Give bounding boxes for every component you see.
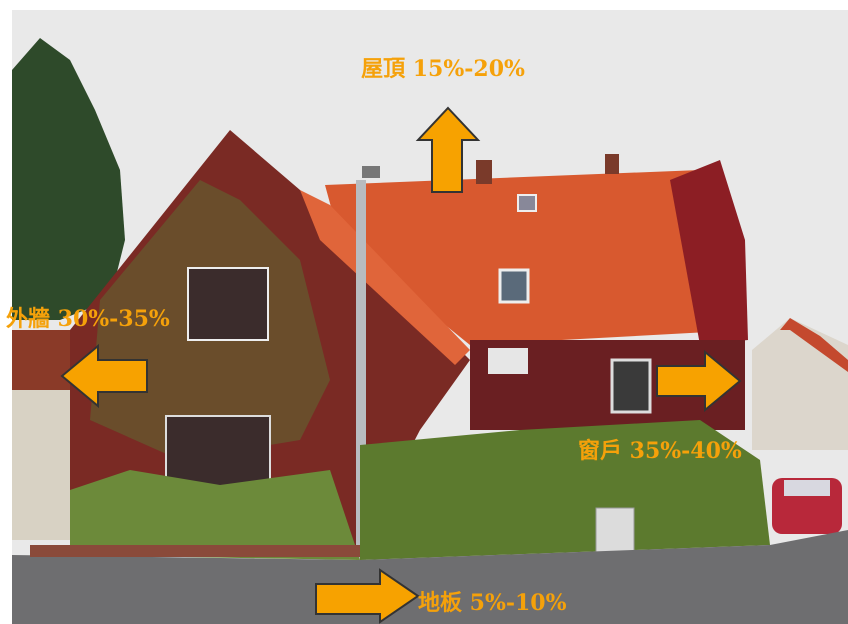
skylight: [517, 194, 537, 212]
arrow-left: [60, 343, 148, 409]
wall-label: 外牆 30%-35%: [6, 306, 170, 332]
neighbor-roof: [780, 318, 848, 372]
bushes: [70, 470, 360, 560]
chimney: [476, 160, 492, 184]
shed: [12, 380, 72, 540]
roof-label: 屋頂 15%-20%: [361, 56, 525, 82]
arrow-right: [315, 568, 420, 624]
tree: [12, 38, 125, 320]
photo: [12, 10, 848, 624]
road: [12, 530, 848, 624]
lamp: [362, 166, 380, 178]
gable-roof: [300, 190, 470, 365]
lamp-post: [356, 180, 366, 570]
window: [610, 358, 652, 414]
chimney: [605, 154, 619, 174]
hedge: [360, 420, 770, 560]
shed-roof: [12, 330, 72, 390]
floor-label: 地板 5%-10%: [418, 590, 567, 616]
arrow-up: [415, 106, 481, 193]
window: [187, 267, 269, 341]
skylight: [498, 268, 530, 304]
curb: [30, 545, 360, 557]
ivy-roof: [670, 160, 748, 345]
window: [488, 348, 528, 374]
arrow-right: [656, 349, 742, 413]
car-window: [784, 480, 830, 496]
roof: [325, 170, 745, 345]
window-label: 窗戶 35%-40%: [578, 438, 742, 464]
